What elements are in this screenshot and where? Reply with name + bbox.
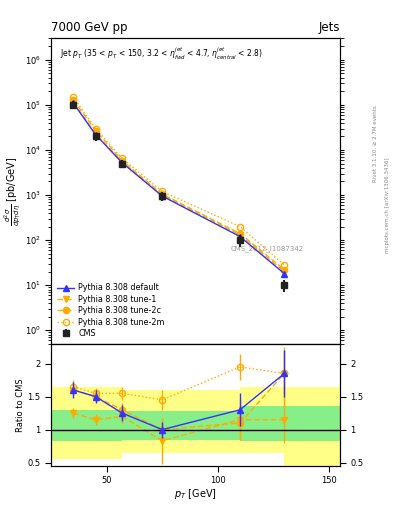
Pythia 8.308 default [238, 233, 242, 240]
Pythia 8.308 tune-2m [282, 262, 287, 268]
Legend: Pythia 8.308 default, Pythia 8.308 tune-1, Pythia 8.308 tune-2c, Pythia 8.308 tu: Pythia 8.308 default, Pythia 8.308 tune-… [55, 282, 167, 340]
Pythia 8.308 default [71, 100, 76, 106]
Pythia 8.308 tune-2c [160, 191, 165, 197]
Pythia 8.308 tune-2m [71, 94, 76, 100]
X-axis label: $p_T$ [GeV]: $p_T$ [GeV] [174, 487, 217, 501]
Text: Jet $p_T$ (35 < $p_T$ < 150, 3.2 < $\eta^{jet}_{fwd}$ < 4.7, $\eta^{jet}_{centra: Jet $p_T$ (35 < $p_T$ < 150, 3.2 < $\eta… [60, 46, 263, 62]
Pythia 8.308 tune-2c [93, 127, 98, 134]
Pythia 8.308 default [282, 270, 287, 276]
Text: 7000 GeV pp: 7000 GeV pp [51, 22, 128, 34]
Y-axis label: Ratio to CMS: Ratio to CMS [16, 378, 25, 432]
Text: CMS_2012_I1087342: CMS_2012_I1087342 [230, 246, 303, 252]
Pythia 8.308 tune-1 [238, 232, 242, 238]
Pythia 8.308 default [93, 132, 98, 138]
Pythia 8.308 tune-1 [282, 268, 287, 274]
Pythia 8.308 tune-2c [282, 267, 287, 273]
Text: mcplots.cern.ch [arXiv:1306.3436]: mcplots.cern.ch [arXiv:1306.3436] [385, 157, 389, 252]
Pythia 8.308 tune-2c [120, 158, 125, 164]
Pythia 8.308 tune-1 [120, 159, 125, 165]
Pythia 8.308 tune-1 [71, 99, 76, 105]
Line: Pythia 8.308 default: Pythia 8.308 default [70, 100, 287, 276]
Pythia 8.308 tune-1 [160, 192, 165, 198]
Pythia 8.308 tune-2c [71, 97, 76, 103]
Line: Pythia 8.308 tune-2m: Pythia 8.308 tune-2m [70, 94, 288, 268]
Pythia 8.308 tune-2m [238, 223, 242, 229]
Pythia 8.308 default [120, 160, 125, 166]
Pythia 8.308 tune-2c [238, 230, 242, 237]
Text: Rivet 3.1.10, ≥ 2.7M events: Rivet 3.1.10, ≥ 2.7M events [373, 105, 378, 182]
Pythia 8.308 tune-1 [93, 131, 98, 137]
Line: Pythia 8.308 tune-2c: Pythia 8.308 tune-2c [70, 97, 288, 273]
Line: Pythia 8.308 tune-1: Pythia 8.308 tune-1 [70, 99, 287, 274]
Text: Jets: Jets [318, 22, 340, 34]
Y-axis label: $\frac{d^2\sigma}{dp_T d\eta}$ [pb/GeV]: $\frac{d^2\sigma}{dp_T d\eta}$ [pb/GeV] [2, 156, 23, 226]
Pythia 8.308 tune-2m [160, 188, 165, 195]
Pythia 8.308 tune-2m [93, 125, 98, 132]
Pythia 8.308 tune-2m [120, 155, 125, 161]
Pythia 8.308 default [160, 193, 165, 199]
